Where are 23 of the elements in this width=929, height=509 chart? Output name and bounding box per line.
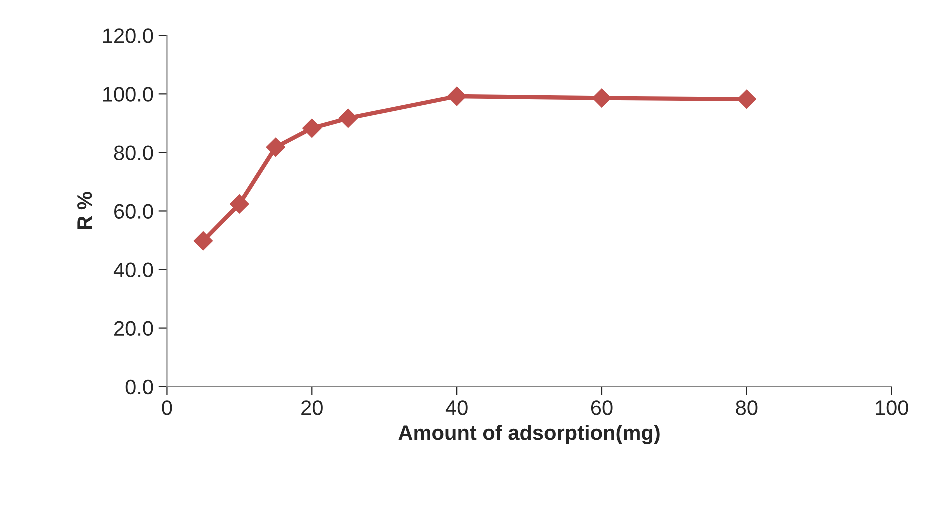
- point: [448, 86, 467, 106]
- x-axis-title: Amount of adsorption(mg): [398, 425, 660, 445]
- y-tick-label: 0.0: [126, 380, 154, 395]
- x-tick-label: 0: [162, 400, 172, 416]
- y-tick-label: 100.0: [103, 87, 154, 102]
- y-axis-title: R %: [78, 192, 92, 230]
- x-tick-label: 100: [876, 400, 908, 416]
- point: [338, 108, 358, 128]
- point: [592, 88, 612, 108]
- point: [230, 194, 250, 214]
- y-tick-label: 40.0: [114, 262, 154, 278]
- y-tick-label: 60.0: [114, 204, 154, 219]
- x-tick-label: 20: [302, 400, 323, 416]
- x-tick-label: 80: [736, 400, 758, 416]
- y-tick-label: 80.0: [114, 146, 154, 160]
- y-tick-label: 120.0: [103, 28, 154, 44]
- point: [737, 90, 756, 109]
- x-tick-label: 40: [446, 400, 468, 416]
- point: [194, 232, 213, 251]
- point: [302, 118, 322, 138]
- point: [266, 138, 286, 157]
- y-tick-label: 20.0: [114, 321, 154, 336]
- x-tick-label: 60: [591, 400, 613, 416]
